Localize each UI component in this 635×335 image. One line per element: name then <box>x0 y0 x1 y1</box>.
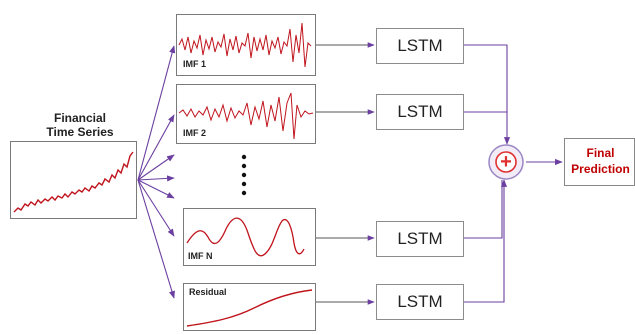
lstm-block-4: LSTM <box>376 284 464 320</box>
fan-arrow-extra3 <box>137 179 175 199</box>
imf2-signal <box>178 92 314 140</box>
fan-arrow-residual <box>137 179 175 299</box>
ellipsis-dots <box>241 154 247 196</box>
lstm-block-1: LSTM <box>376 28 464 64</box>
fan-arrow-imf1 <box>137 45 176 181</box>
component-imf1-label: IMF 1 <box>183 59 207 69</box>
fan-arrow-extra1 <box>137 154 175 181</box>
lstm-block-3: LSTM <box>376 221 464 257</box>
input-series-line <box>13 151 134 213</box>
input-title-line1: Financial <box>53 111 106 125</box>
component-residual-plot: Residual <box>183 283 316 331</box>
residual-signal <box>186 289 313 327</box>
path-lstm4-sum <box>464 179 508 303</box>
final-prediction-box: Final Prediction <box>564 138 635 186</box>
lstm-block-2: LSTM <box>376 94 464 130</box>
fan-arrow-imfn <box>137 179 175 237</box>
fan-arrow-imf2 <box>137 114 175 181</box>
imf1-signal <box>178 22 312 68</box>
input-title-line2: Time Series <box>46 125 114 139</box>
final-prediction-line1: Final <box>586 146 615 160</box>
component-imf2-label: IMF 2 <box>183 128 207 138</box>
fan-arrow-extra2 <box>137 175 175 182</box>
sum-aggregator <box>488 144 524 180</box>
imfn-signal <box>186 217 305 257</box>
path-lstm1-sum <box>464 44 511 145</box>
component-imf1-plot: IMF 1 <box>176 14 316 76</box>
component-residual-label: Residual <box>189 287 227 297</box>
component-imfn-label: IMF N <box>188 251 213 261</box>
sum-symbol: + <box>500 151 512 173</box>
input-series-plot <box>10 141 137 219</box>
path-lstm3-sum <box>464 180 503 239</box>
component-imf2-plot: IMF 2 <box>176 84 316 144</box>
component-imfn-plot: IMF N <box>183 208 316 266</box>
final-prediction-line2: Prediction <box>571 162 630 176</box>
